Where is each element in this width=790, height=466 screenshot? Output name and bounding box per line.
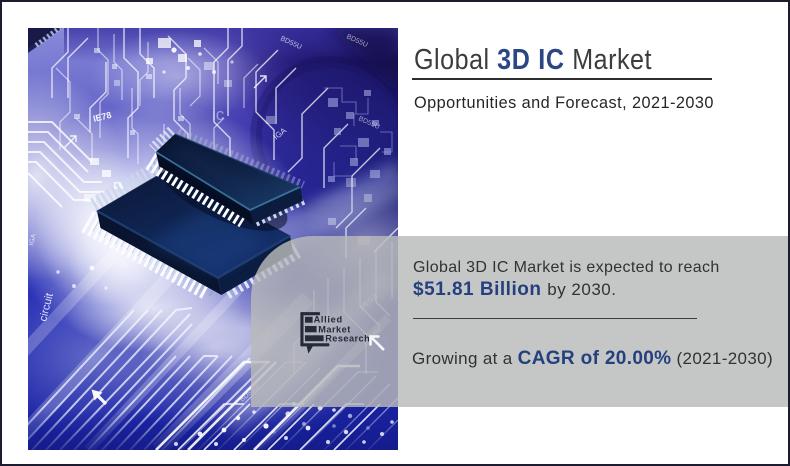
svg-text:Market: Market	[318, 324, 351, 334]
svg-text:Research: Research	[325, 333, 370, 343]
svg-text:IE78: IE78	[92, 110, 112, 124]
svg-text:Allied: Allied	[314, 315, 343, 325]
svg-text:ic: ic	[212, 105, 225, 124]
svg-text:IGA: IGA	[28, 233, 38, 247]
